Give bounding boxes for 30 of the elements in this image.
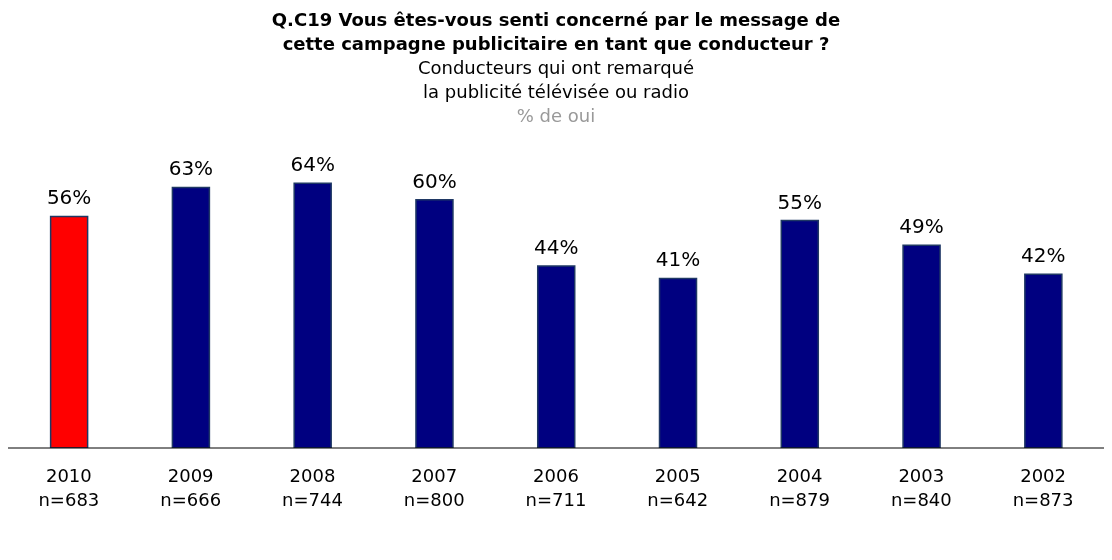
x-tick-label: 2005 n=642 bbox=[647, 465, 709, 510]
data-label: 63% bbox=[168, 156, 214, 181]
text: % de oui bbox=[515, 104, 597, 128]
data-label: 55% bbox=[777, 189, 823, 214]
x-tick-label: 2006 n=711 bbox=[525, 465, 587, 510]
x-tick-label: 2010 n=683 bbox=[38, 465, 100, 510]
data-label: 56% bbox=[46, 185, 92, 210]
x-tick-label: 2002 n=873 bbox=[1012, 465, 1074, 510]
bar bbox=[536, 265, 576, 448]
data-label: 49% bbox=[899, 214, 944, 239]
bar bbox=[1024, 273, 1063, 448]
data-label: 64% bbox=[290, 152, 335, 177]
x-tick-label: 2008 n=744 bbox=[282, 465, 343, 510]
bar bbox=[293, 182, 332, 448]
bar bbox=[49, 215, 89, 448]
bar bbox=[658, 277, 698, 448]
data-label: 44% bbox=[534, 235, 579, 260]
bar bbox=[171, 186, 211, 448]
data-label: 41% bbox=[655, 247, 701, 272]
bar bbox=[780, 219, 820, 448]
bar bbox=[415, 199, 454, 448]
x-tick-label: 2003 n=840 bbox=[890, 465, 952, 510]
data-label: 60% bbox=[412, 168, 457, 193]
x-tick-label: 2007 n=800 bbox=[403, 465, 465, 510]
chart-subtitle: Conducteurs qui ont remarqué la publicité télévisée ou radio bbox=[416, 56, 696, 104]
bar bbox=[902, 244, 941, 448]
x-tick-label: 2004 n=879 bbox=[769, 465, 830, 510]
x-tick-label: 2009 n=666 bbox=[160, 465, 222, 510]
data-label: 42% bbox=[1021, 243, 1066, 268]
chart-title: Q.C19 Vous êtes-vous senti concerné par le message de cette campagne publicitaire en tant que conducteur ? bbox=[270, 8, 842, 56]
